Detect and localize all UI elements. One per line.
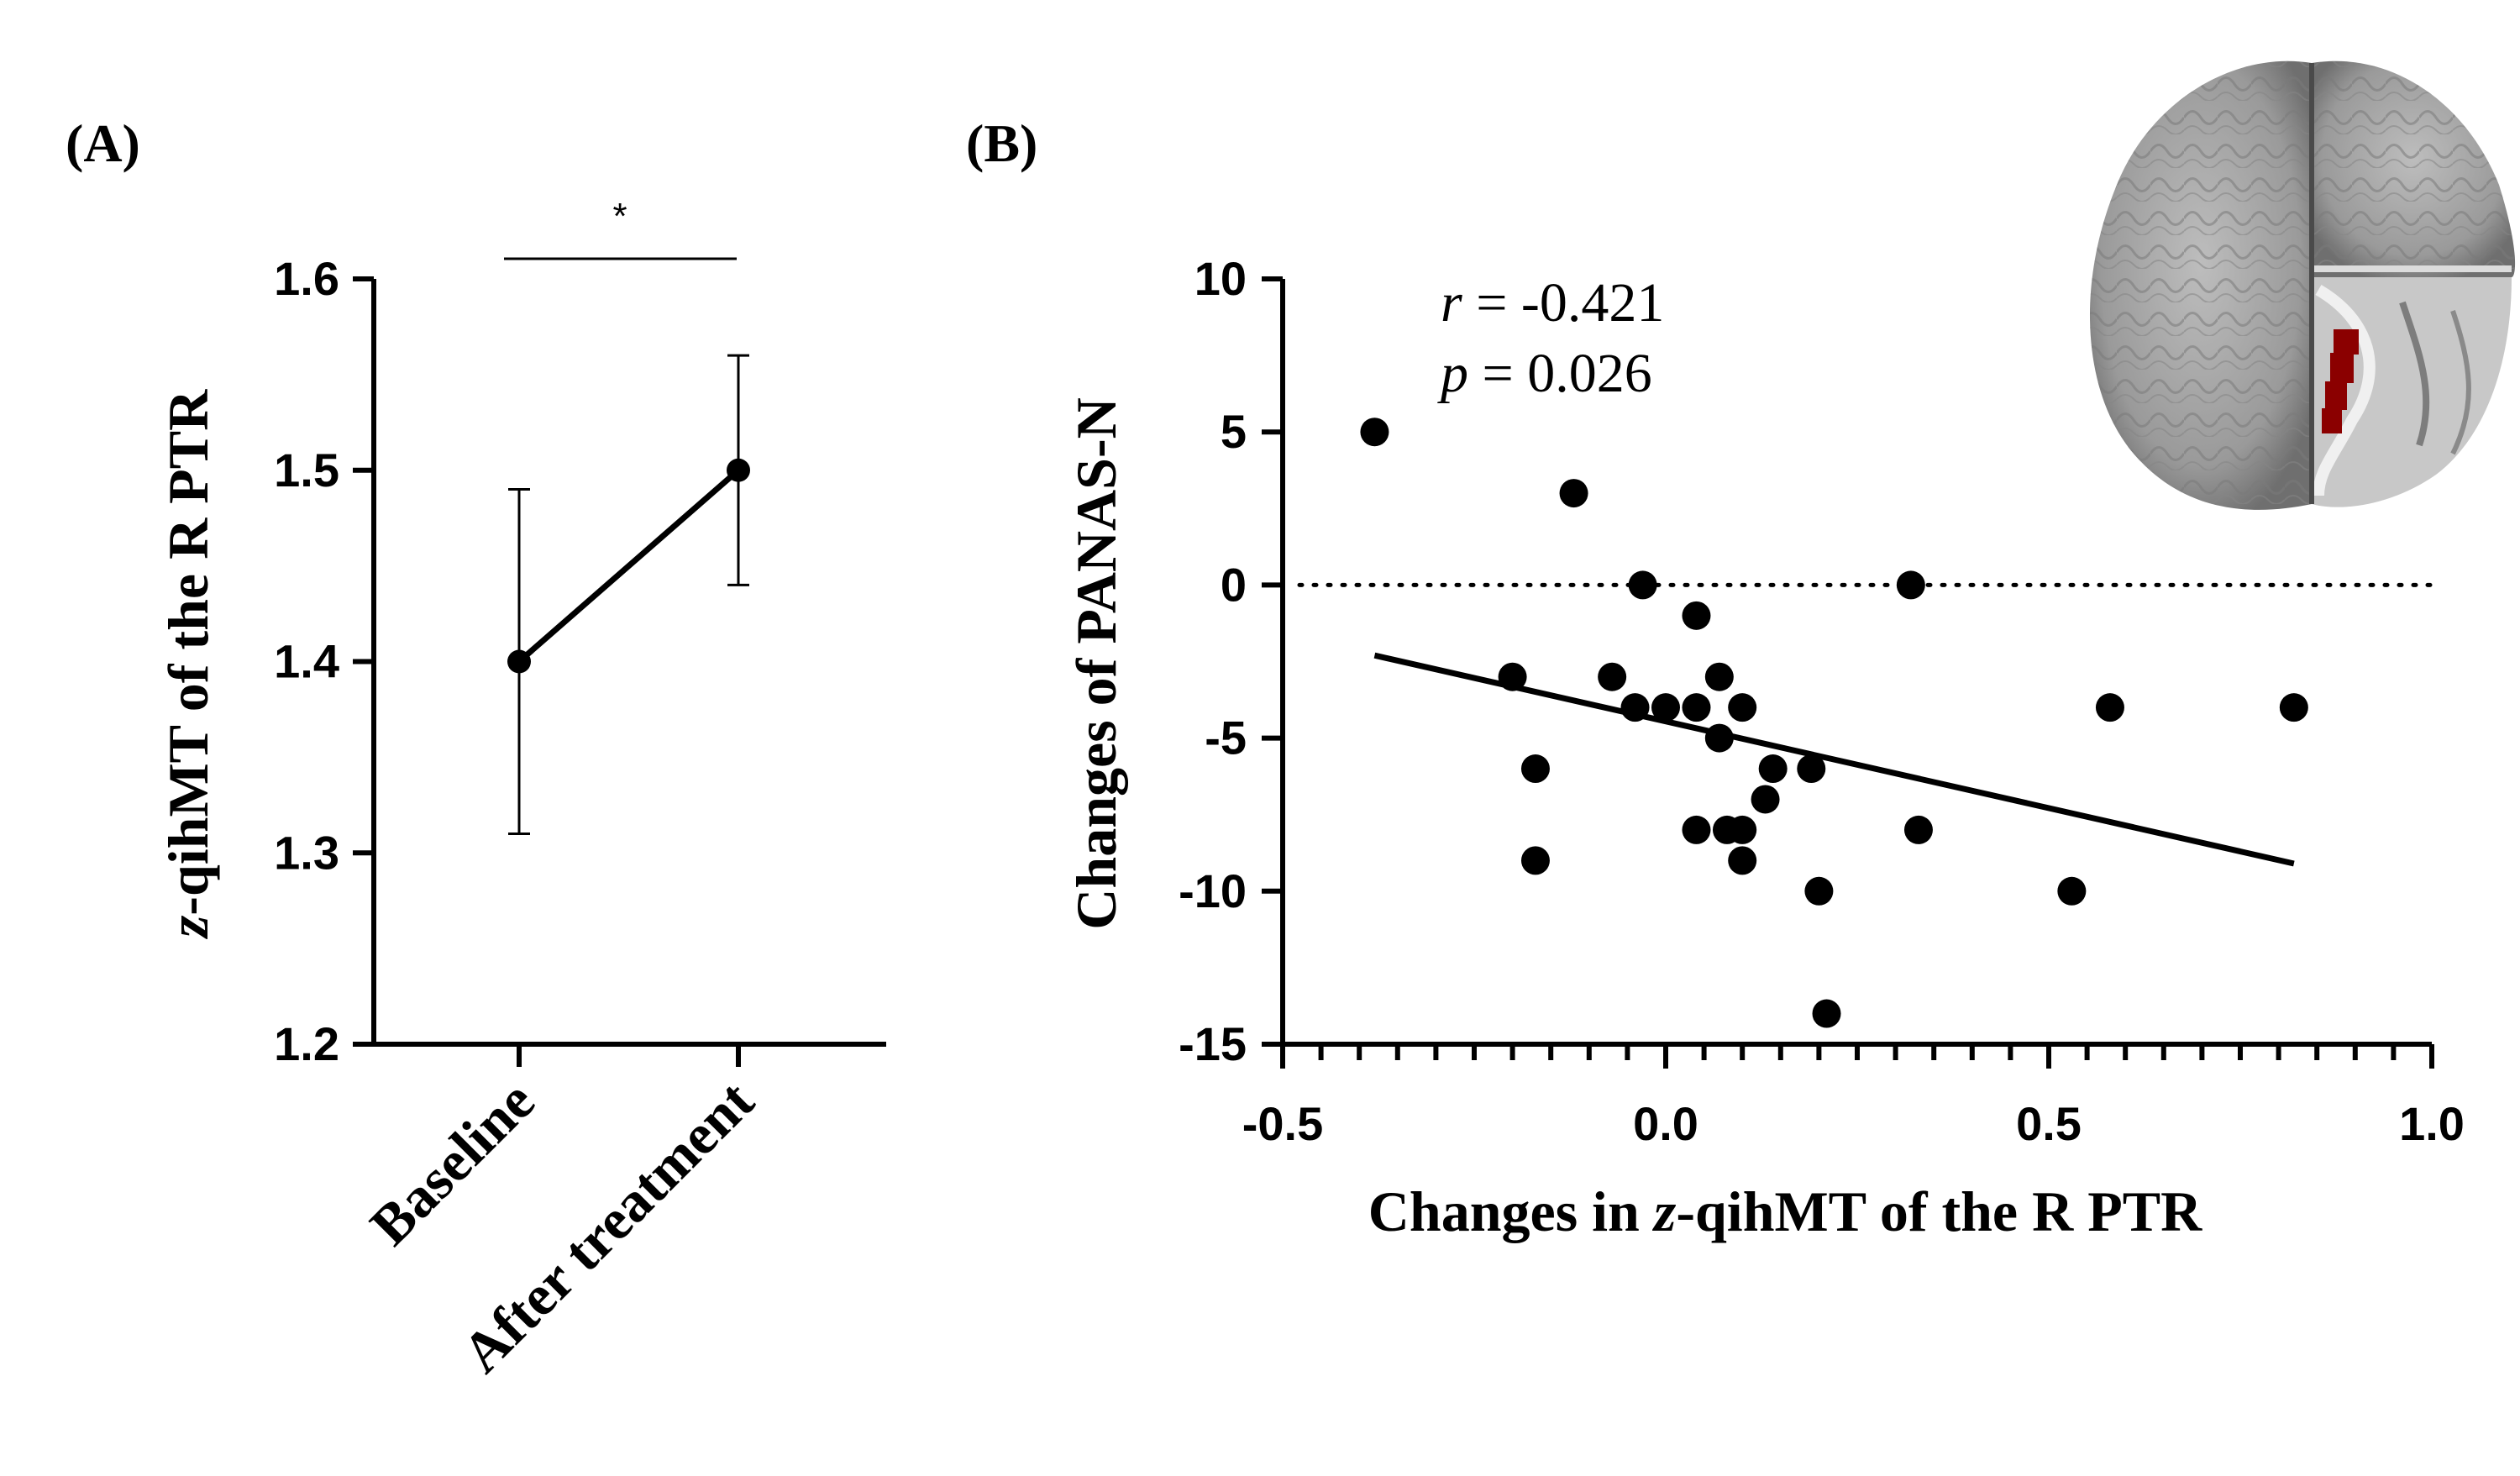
panel-b-x-tick-label: -0.5	[1242, 1097, 1324, 1150]
panel-b-y-axis-title: Changes of PANAS-N	[1064, 397, 1128, 929]
panel-b-x-title-suffix: -qihMT of the R PTR	[1676, 1179, 2202, 1243]
panel-b-x-axis-title: Changes in z-qihMT of the R PTR	[1368, 1179, 2202, 1243]
panel-a-data-point	[727, 458, 750, 482]
scatter-point	[1804, 876, 1834, 906]
scatter-point	[1498, 662, 1527, 691]
highlighted-region	[2322, 329, 2359, 433]
panel-a-y-tick-label: 1.4	[274, 635, 339, 688]
panel-b-x-tick-label: 0.5	[2016, 1097, 2082, 1150]
panel-a-y-title-rest: -qihMT of the R PTR	[156, 389, 220, 916]
scatter-point	[1651, 693, 1680, 722]
panel-b-y-tick-label: -5	[1205, 712, 1247, 764]
panel-a-y-axis-title: z-qihMT of the R PTR	[156, 389, 220, 939]
scatter-point	[1682, 815, 1711, 844]
panel-b-x-tick-label: 0.0	[1633, 1097, 1698, 1150]
scatter-point	[2279, 693, 2308, 722]
panel-b-y-tick-label: -10	[1179, 864, 1247, 917]
r-symbol: r	[1441, 272, 1462, 334]
scatter-point	[1682, 693, 1711, 722]
panel-a-series-line	[517, 468, 741, 664]
scatter-point	[1704, 662, 1734, 691]
scatter-point	[1812, 999, 1841, 1028]
panel-b-label: (B)	[966, 113, 1037, 173]
p-symbol: p	[1437, 343, 1468, 404]
scatter-point	[1704, 723, 1734, 753]
scatter-point	[1559, 479, 1588, 508]
scatter-point	[1751, 785, 1780, 814]
scatter-point	[1598, 662, 1627, 691]
scatter-point	[2057, 876, 2087, 906]
panel-a-y-tick-label: 1.5	[274, 444, 339, 496]
panel-b-y-tick-label: 10	[1194, 252, 1247, 305]
scatter-point	[1728, 815, 1757, 844]
p-statistic: p = 0.026	[1437, 343, 1652, 404]
panel-a-data-point	[507, 649, 531, 674]
scatter-point	[1520, 846, 1550, 875]
scatter-point	[1728, 846, 1757, 875]
panel-a-y-tick-label: 1.6	[274, 252, 339, 305]
scatter-point	[1797, 754, 1826, 784]
brain-inset-image	[2089, 60, 2516, 510]
panel-b-scatter-chart: -15 -10 -5 0 5 10 -0.5 0.0 0.5 1.0 r = -0.421 p …	[1064, 252, 2465, 1243]
panel-b-y-tick-label: 0	[1221, 558, 1247, 611]
r-statistic: r = -0.421	[1441, 272, 1664, 334]
panel-b-x-title-prefix: Changes in	[1368, 1179, 1654, 1243]
panel-a-x-tick-label: Baseline	[358, 1069, 547, 1258]
panel-b-x-title-italic: z	[1652, 1179, 1677, 1243]
scatter-point	[2095, 693, 2124, 722]
panel-a-y-tick-label: 1.2	[274, 1017, 339, 1070]
significance-star: *	[612, 196, 627, 237]
scatter-point	[1758, 754, 1788, 784]
panel-b-x-tick-label: 1.0	[2399, 1097, 2465, 1150]
p-value: = 0.026	[1468, 343, 1652, 404]
scatter-point	[1903, 815, 1933, 844]
panel-a-y-tick-label: 1.3	[274, 826, 339, 879]
scatter-point	[1360, 418, 1389, 447]
panel-a-label: (A)	[66, 113, 140, 173]
panel-a-y-title-italic: z	[156, 915, 220, 939]
scatter-point	[1682, 601, 1711, 630]
panel-b-y-tick-label: -15	[1179, 1017, 1247, 1070]
scatter-point	[1620, 693, 1650, 722]
r-value: = -0.421	[1462, 272, 1665, 334]
scatter-point	[1628, 570, 1657, 600]
scatter-point	[1896, 570, 1925, 600]
scatter-point	[1520, 754, 1550, 784]
panel-b-y-tick-label: 5	[1221, 405, 1247, 458]
regression-line	[1373, 652, 2295, 867]
scatter-point	[1728, 693, 1757, 722]
